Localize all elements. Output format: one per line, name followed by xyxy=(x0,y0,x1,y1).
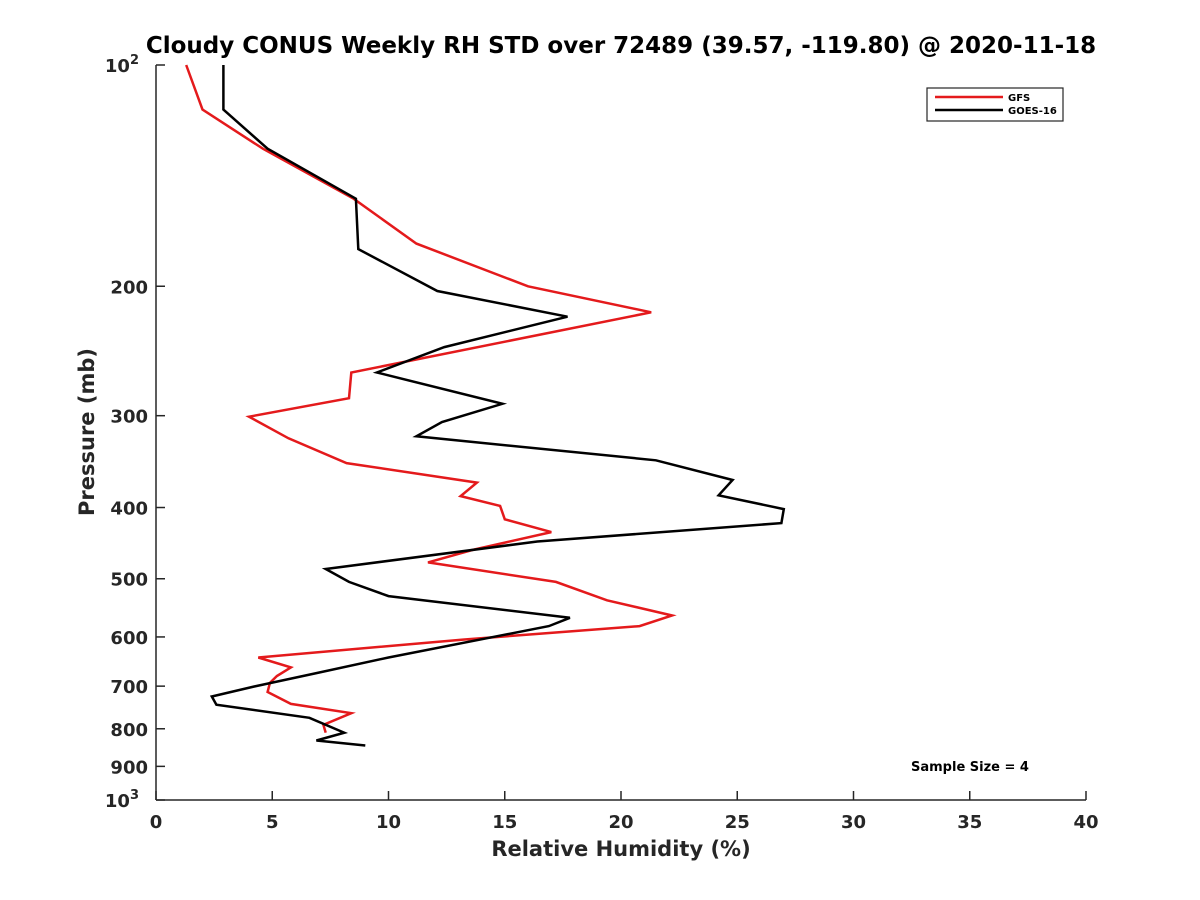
x-tick-label: 5 xyxy=(266,812,279,833)
y-tick-group: 102 200 300 400 500 600 700 800 900 103 xyxy=(105,53,165,812)
y-tick-label: 200 xyxy=(110,277,148,298)
x-tick-label: 0 xyxy=(150,812,163,833)
series-line-goes16 xyxy=(209,65,786,747)
y-tick-label: 900 xyxy=(110,757,148,778)
legend-label-goes16: GOES-16 xyxy=(1008,106,1057,117)
y-tick-label: 102 xyxy=(105,53,139,77)
y-tick-label: 700 xyxy=(110,677,148,698)
chart-title: Cloudy CONUS Weekly RH STD over 72489 (3… xyxy=(146,33,1096,59)
sample-size-annotation: Sample Size = 4 xyxy=(911,760,1029,775)
x-tick-label: 30 xyxy=(841,812,866,833)
x-tick-label: 40 xyxy=(1073,812,1098,833)
x-axis-label: Relative Humidity (%) xyxy=(491,837,750,861)
axes-layer xyxy=(155,65,1086,801)
legend-label-gfs: GFS xyxy=(1008,93,1030,104)
series-line-gfs xyxy=(185,64,677,734)
y-axis-label: Pressure (mb) xyxy=(75,348,99,516)
y-tick-label: 600 xyxy=(110,628,148,649)
x-tick-label: 35 xyxy=(957,812,982,833)
y-tick-label: 103 xyxy=(105,788,139,812)
legend-box xyxy=(926,87,1064,122)
x-tick-group: 0 5 10 15 20 25 30 35 40 xyxy=(150,791,1099,833)
x-tick-label: 25 xyxy=(725,812,750,833)
legend: GFS GOES-16 xyxy=(926,87,1064,122)
plot-area: 0 5 10 15 20 25 30 35 40 102 200 300 400 500 600 700 80… xyxy=(105,53,1099,833)
y-tick-label: 300 xyxy=(110,407,148,428)
x-tick-label: 20 xyxy=(608,812,633,833)
y-tick-label: 400 xyxy=(110,499,148,520)
y-tick-label: 800 xyxy=(110,720,148,741)
y-tick-label: 500 xyxy=(110,570,148,591)
x-tick-label: 10 xyxy=(376,812,401,833)
series-layer xyxy=(185,64,786,747)
x-tick-label: 15 xyxy=(492,812,517,833)
